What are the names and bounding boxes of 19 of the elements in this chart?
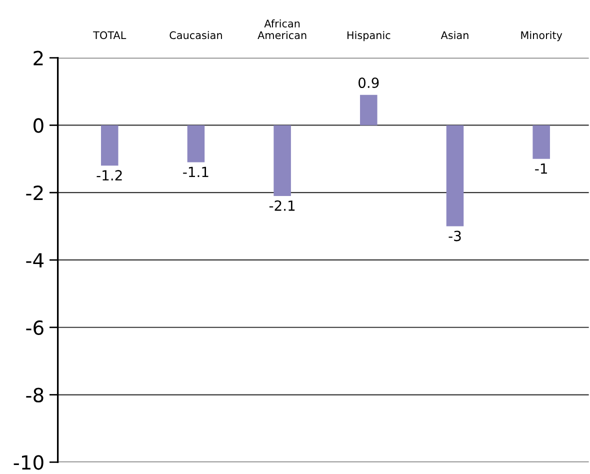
y-tick-label: -4 [26, 253, 44, 268]
data-label: -3 [448, 230, 461, 242]
x-tick-label: Minority [521, 31, 562, 42]
x-tick-label: Caucasian [170, 31, 222, 40]
data-label: -1 [535, 164, 547, 174]
y-tick-label: 0 [34, 118, 44, 133]
x-tick-label: TOTAL [93, 31, 126, 40]
data-label: -2.1 [269, 200, 295, 211]
y-tick-label: -2 [26, 186, 43, 200]
x-tick-label: African American [258, 19, 306, 40]
y-tick-label: -8 [26, 388, 44, 402]
data-label: -1.1 [183, 166, 208, 177]
y-tick-label: -6 [26, 320, 44, 336]
y-tick-label: 2 [34, 50, 43, 66]
data-label: -1.2 [96, 170, 122, 180]
y-tick-label: -10 [14, 455, 44, 470]
x-tick-label: Hispanic [347, 31, 390, 42]
data-label: 0.9 [358, 78, 379, 88]
x-tick-label: Asian [440, 31, 468, 40]
